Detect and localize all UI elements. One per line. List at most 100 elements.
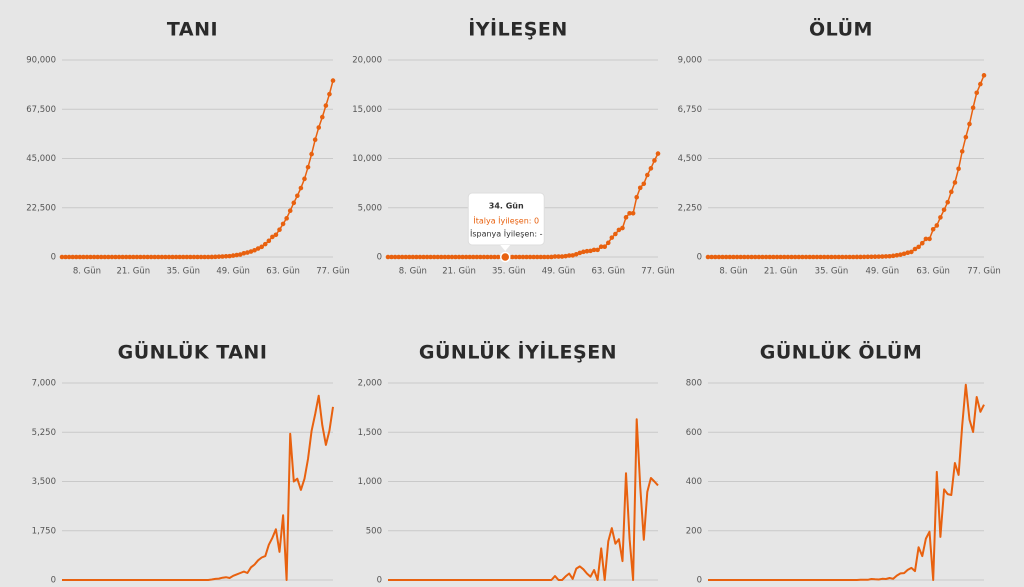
data-point <box>91 254 97 260</box>
chart-panel: GÜNLÜK ÖLÜM 0 200 400 600 800 <box>686 340 985 586</box>
data-point <box>941 207 947 213</box>
data-point <box>131 254 136 260</box>
data-point <box>825 254 831 260</box>
chart-panel: GÜNLÜK İYİLEŞEN 0 500 1,000 1,500 2,000 <box>358 340 659 586</box>
data-point <box>763 254 769 260</box>
data-point <box>811 254 816 260</box>
data-point <box>399 254 405 260</box>
chart-title: GÜNLÜK ÖLÜM <box>760 340 923 364</box>
y-tick-label: 7,000 <box>32 379 56 389</box>
data-point <box>287 208 293 213</box>
data-point <box>938 215 943 220</box>
data-point <box>534 254 540 260</box>
data-point <box>549 254 554 260</box>
y-tick-label: 0 <box>377 253 382 263</box>
data-point <box>778 254 783 260</box>
data-point <box>854 254 860 260</box>
data-point <box>237 252 243 257</box>
data-point <box>858 254 863 260</box>
data-point <box>102 254 108 260</box>
y-tick-label: 0 <box>377 576 382 586</box>
data-point <box>605 240 611 246</box>
data-point <box>421 254 426 260</box>
y-tick-label: 4,500 <box>678 154 702 164</box>
data-point <box>453 254 458 260</box>
data-point <box>127 254 133 260</box>
data-point <box>531 254 536 260</box>
data-point <box>641 181 647 187</box>
data-point <box>305 164 311 170</box>
data-point <box>829 254 834 260</box>
tooltip-line: İspanya İyileşen: - <box>470 229 543 239</box>
y-tick-label: 15,000 <box>352 105 382 115</box>
data-point <box>616 227 622 233</box>
y-tick-label: 2,250 <box>678 203 702 213</box>
data-point <box>981 73 987 78</box>
y-tick-label: 500 <box>366 526 382 536</box>
data-point <box>818 254 823 260</box>
y-tick-label: 200 <box>686 526 702 536</box>
y-tick-label: 67,500 <box>26 105 56 115</box>
data-point <box>821 254 827 260</box>
data-point <box>563 253 568 259</box>
y-tick-label: 2,000 <box>358 379 382 389</box>
data-point <box>438 254 444 260</box>
data-point <box>570 253 576 258</box>
data-point <box>220 254 225 259</box>
x-tick-label: 35. Gün <box>815 267 849 277</box>
data-point <box>930 226 936 232</box>
data-point <box>403 254 409 260</box>
x-tick-label: 8. Gün <box>73 267 101 277</box>
chart-panel: ÖLÜM 0 2,250 4,500 6,750 9,000 8. Gün 21. Gün 35… <box>678 17 1001 277</box>
data-point <box>230 253 236 258</box>
data-point <box>195 254 200 260</box>
data-point <box>785 254 791 260</box>
y-tick-label: 45,000 <box>26 154 56 164</box>
data-point <box>952 180 958 185</box>
data-point <box>716 254 722 260</box>
x-tick-label: 63. Gün <box>916 267 950 277</box>
data-point <box>760 254 765 260</box>
data-point <box>623 215 629 220</box>
data-point <box>705 254 711 260</box>
data-point <box>330 78 336 83</box>
x-tick-label: 49. Gün <box>542 267 576 277</box>
data-point <box>95 254 100 260</box>
data-point <box>872 254 878 260</box>
data-point <box>396 254 401 260</box>
data-point <box>901 251 907 257</box>
data-point <box>524 254 529 260</box>
data-point <box>266 238 272 244</box>
data-point <box>245 250 250 255</box>
data-point <box>598 244 604 250</box>
data-point <box>909 249 914 255</box>
chart-title: GÜNLÜK TANI <box>118 340 268 364</box>
data-point <box>595 247 600 253</box>
chart-panel: İYİLEŞEN 0 5,000 10,000 15,000 20,000 8. Gün 21… <box>352 17 675 277</box>
y-tick-label: 600 <box>686 428 702 438</box>
x-tick-label: 8. Gün <box>719 267 747 277</box>
data-point <box>538 254 544 260</box>
x-tick-label: 63. Gün <box>266 267 300 277</box>
data-point <box>767 254 773 260</box>
data-point <box>749 254 754 260</box>
data-point <box>213 254 218 260</box>
data-point <box>81 254 86 260</box>
x-tick-label: 8. Gün <box>399 267 427 277</box>
data-point <box>255 246 261 251</box>
data-point <box>316 125 322 130</box>
x-tick-label: 35. Gün <box>492 267 526 277</box>
data-point <box>556 254 561 259</box>
data-point <box>959 149 965 154</box>
data-point <box>446 254 451 260</box>
data-point <box>648 166 654 171</box>
data-point <box>865 254 871 260</box>
data-point <box>209 254 215 260</box>
data-point <box>155 254 161 260</box>
x-tick-label: 49. Gün <box>216 267 250 277</box>
y-tick-label: 3,500 <box>32 477 56 487</box>
y-tick-label: 1,000 <box>358 477 382 487</box>
data-point <box>116 254 122 260</box>
x-tick-label: 77. Gün <box>967 267 1001 277</box>
